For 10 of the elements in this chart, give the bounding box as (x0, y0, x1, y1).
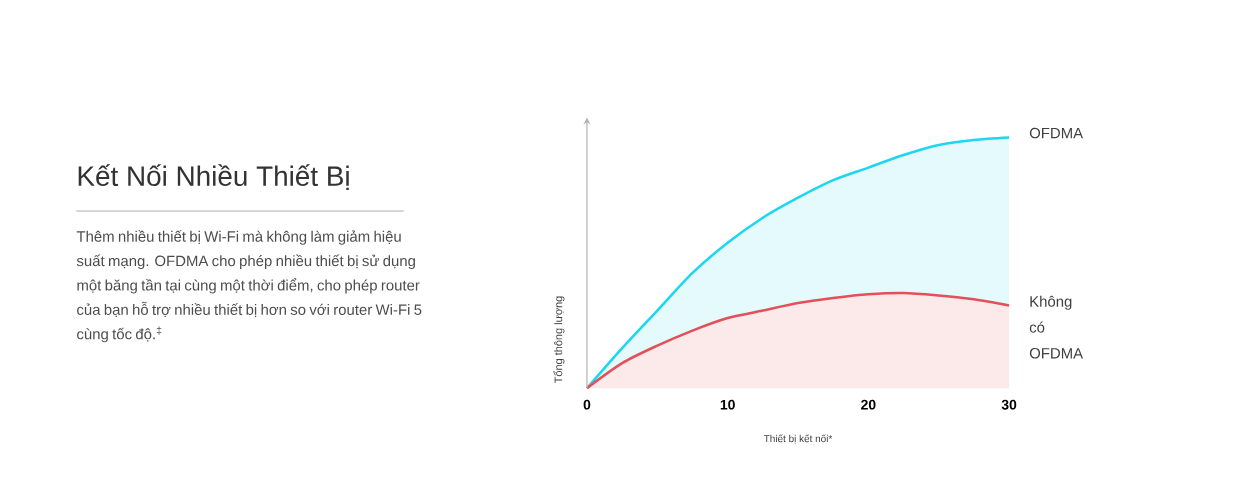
x-tick-label: 20 (861, 399, 876, 410)
series-label: OFDMA (1029, 127, 1084, 139)
text: Kết Nối Nhiều Thiết Bị (78, 164, 349, 191)
x-tick-label: 10 (720, 399, 735, 410)
series-label: Không có OFDMA (1029, 295, 1084, 359)
x-tick-label: 0 (583, 399, 591, 410)
x-axis-title: Thiết bị kết nối* (763, 434, 833, 444)
text: Thêm nhiều thiết bị Wi-Fi mà không làm giảm hiệu suất mạng. OFDMA cho phép nhiều thiết bị sử dụng một băng tần tại cùng một thời điểm, cho phép router của bạn hỗ trợ nhiều thiết bị hơn so với router Wi-Fi 5 cùng tốc độ.$^{‡}$ (76, 230, 422, 343)
x-tick-label: 30 (1001, 399, 1017, 410)
y-axis-title: Tổng thông lượng (553, 296, 565, 384)
